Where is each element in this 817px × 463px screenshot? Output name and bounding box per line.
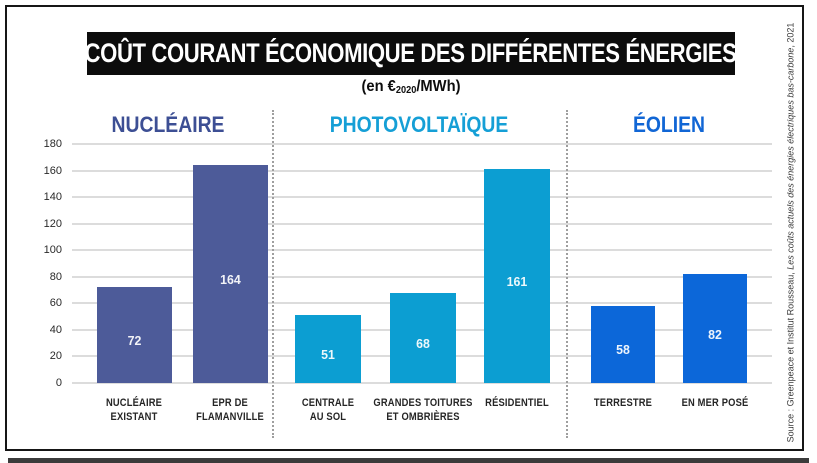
section-separator-1: [272, 110, 274, 438]
gridline-0: [72, 382, 772, 384]
y-axis-tick-label: 180: [43, 138, 62, 150]
x-axis-label: EN MER POSÉ: [681, 397, 749, 409]
section-header-nuclaire: NUCLÉAIRE: [111, 112, 225, 137]
subtitle-subscript-year: 2020: [395, 85, 417, 96]
chart-title: COÛT COURANT ÉCONOMIQUE DES DIFFÉRENTES …: [85, 38, 737, 68]
section-header-olien: ÉOLIEN: [632, 112, 706, 137]
section-header-photovoltaque: PHOTOVOLTAÏQUE: [329, 112, 509, 137]
chart-frame-border: [5, 5, 804, 451]
y-axis-tick-label: 140: [43, 191, 62, 204]
cropped-content-strip: [8, 458, 809, 463]
y-axis-tick-label: 40: [49, 323, 62, 336]
gridline-180: [72, 143, 772, 145]
bar-value-label: 72: [127, 333, 141, 349]
subtitle-suffix: /MWh): [416, 78, 461, 95]
y-axis-tick-label: 80: [49, 270, 62, 283]
chart-title-banner: COÛT COURANT ÉCONOMIQUE DES DIFFÉRENTES …: [85, 32, 737, 75]
gridline-120: [72, 222, 772, 225]
source-work-title: Les coûts actuels des énergies électriqu…: [785, 47, 796, 270]
x-axis-label: CENTRALE AU SOL: [301, 397, 355, 423]
bar-value-label: 58: [616, 342, 630, 358]
x-axis-label: NUCLÉAIRE EXISTANT: [105, 397, 163, 423]
y-axis-tick-label: 160: [43, 164, 62, 177]
gridline-100: [72, 249, 772, 252]
y-axis-tick-label: 120: [43, 217, 62, 230]
x-axis-label: RÉSIDENTIEL: [485, 397, 549, 409]
source-prefix: Source : Greenpeace et Institut Rousseau…: [785, 269, 796, 443]
bar-centrale-au-sol: 51: [295, 315, 361, 383]
gridline-80: [72, 275, 772, 278]
x-axis-label: EPR DE FLAMANVILLE: [196, 397, 264, 423]
x-axis-label: TERRESTRE: [593, 397, 653, 409]
bar-epr-de-flamanville: 164: [192, 165, 268, 383]
x-axis-label: GRANDES TOITURES ET OMBRIÈRES: [373, 397, 473, 423]
y-axis-tick-label: 20: [49, 350, 62, 363]
bar-value-label: 51: [321, 347, 335, 363]
source-suffix: , 2021: [785, 22, 796, 48]
chart-subtitle: (en €2020/MWh): [273, 78, 549, 96]
bar-value-label: 68: [416, 335, 430, 351]
bar-value-label: 82: [708, 326, 722, 342]
subtitle-prefix: (en €: [361, 78, 396, 95]
bar-nucl-aire-existant: 72: [96, 287, 172, 383]
bar-value-label: 161: [506, 274, 528, 290]
y-axis-tick-label: 0: [55, 377, 62, 389]
section-separator-2: [566, 110, 568, 438]
gridline-160: [72, 169, 772, 172]
bar-terrestre: 58: [591, 305, 655, 383]
bar-r-sidentiel: 161: [484, 169, 550, 383]
y-axis-tick-label: 60: [49, 297, 62, 310]
bar-grandes-toitures-et-ombri-res: 68: [390, 292, 456, 383]
bar-en-mer-pos-: 82: [683, 274, 747, 383]
bar-value-label: 164: [219, 272, 241, 288]
source-attribution: Source : Greenpeace et Institut Rousseau…: [786, 14, 799, 452]
gridline-140: [72, 196, 772, 199]
y-axis-tick-label: 100: [43, 244, 62, 257]
